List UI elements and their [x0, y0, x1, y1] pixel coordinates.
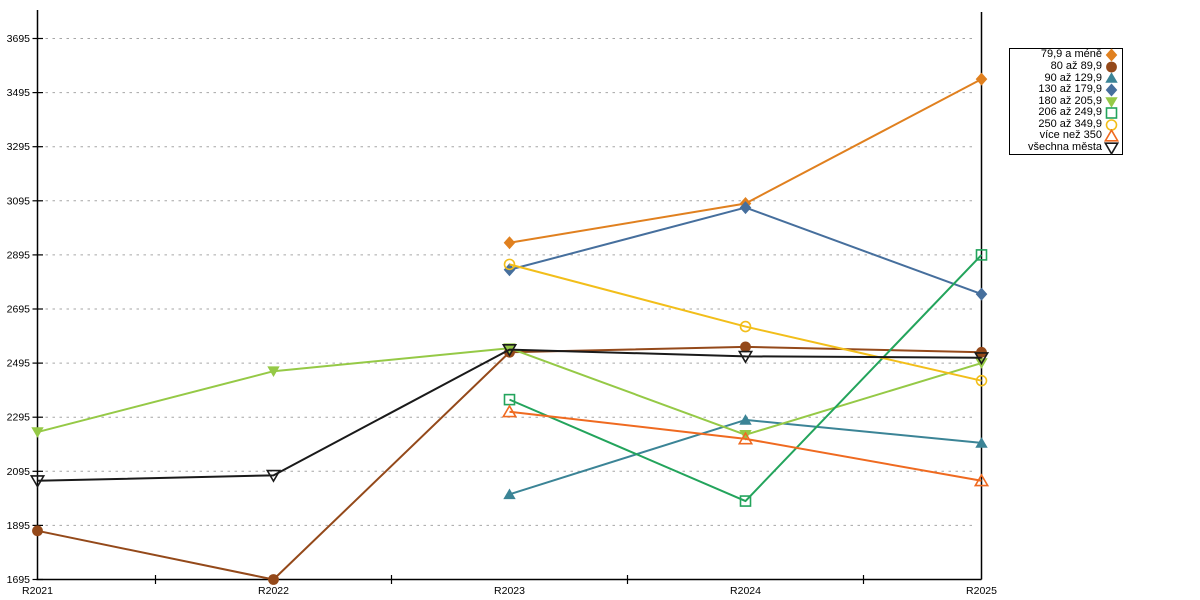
series-marker — [739, 495, 752, 507]
y-tick-label: 2095 — [7, 466, 31, 478]
series-line — [509, 263, 982, 382]
legend-marker-shape — [1105, 48, 1118, 62]
series-0 — [503, 72, 988, 250]
series-marker — [737, 350, 754, 364]
x-tick-label: R2025 — [966, 585, 997, 597]
legend-marker-icon — [1106, 61, 1117, 73]
legend-marker-icon — [1105, 83, 1118, 97]
legend-item: 90 až 129,9 — [1010, 71, 1119, 85]
series-1 — [32, 341, 987, 585]
series-line — [509, 254, 983, 503]
series-marker — [267, 366, 280, 378]
series-marker — [32, 525, 43, 537]
legend-marker-shape — [1106, 61, 1117, 73]
series-marker — [503, 488, 516, 500]
legend-marker-icon — [1104, 129, 1119, 142]
series-line — [509, 78, 982, 244]
legend-item-label: 130 až 179,9 — [1038, 83, 1102, 96]
legend-marker-icon — [1105, 72, 1118, 84]
series-marker — [975, 374, 988, 387]
series-marker — [265, 469, 282, 483]
series-line — [509, 206, 982, 296]
legend-item: 130 až 179,9 — [1010, 83, 1119, 97]
legend-item-label: 206 až 249,9 — [1038, 106, 1102, 119]
legend-marker-shape — [1104, 129, 1119, 142]
series-marker — [975, 72, 988, 86]
y-tick-label: 1695 — [7, 574, 31, 586]
legend-marker-icon — [1105, 48, 1118, 62]
y-tick-label: 2495 — [7, 358, 31, 370]
series-marker — [737, 431, 754, 445]
legend-item: 80 až 89,9 — [1010, 59, 1119, 73]
series-marker — [739, 201, 752, 215]
series-4 — [31, 343, 988, 441]
series-marker — [501, 404, 518, 418]
series-line — [37, 345, 982, 581]
y-tick-label: 3695 — [7, 33, 31, 45]
legend-marker-shape — [1104, 142, 1119, 155]
series-marker — [975, 249, 988, 261]
y-tick-label: 3295 — [7, 141, 31, 153]
legend-item: 79,9 a méně — [1010, 48, 1119, 62]
legend-marker-shape — [1105, 118, 1118, 131]
legend-item-label: více než 350 — [1039, 129, 1102, 142]
series-marker — [503, 236, 516, 250]
y-tick-label: 3095 — [7, 195, 31, 207]
series-marker — [975, 437, 988, 448]
legend-item-label: 180 až 205,9 — [1038, 94, 1102, 107]
legend-marker-icon — [1105, 96, 1118, 108]
legend-marker-icon — [1104, 142, 1119, 155]
legend-marker-shape — [1105, 72, 1118, 84]
series-7 — [501, 404, 990, 487]
series-marker — [501, 343, 518, 357]
legend-item-label: 250 až 349,9 — [1038, 117, 1102, 130]
series-marker — [975, 287, 988, 301]
series-2 — [503, 414, 988, 500]
y-tick-label: 1895 — [7, 520, 31, 532]
x-tick-label: R2021 — [22, 585, 53, 597]
y-tick-label: 2695 — [7, 304, 31, 316]
legend-marker-shape — [1105, 96, 1118, 108]
series-5 — [503, 249, 988, 507]
series-marker — [739, 414, 752, 425]
series-6 — [503, 258, 988, 387]
series-marker — [739, 429, 752, 441]
series-marker — [31, 427, 44, 438]
legend-marker-shape — [1105, 107, 1118, 119]
series-marker — [740, 341, 751, 353]
legend-item-label: 80 až 89,9 — [1050, 59, 1102, 72]
legend-item-label: 90 až 129,9 — [1044, 71, 1103, 84]
legend-item: 206 až 249,9 — [1010, 107, 1119, 119]
series-line — [509, 410, 982, 482]
series-marker — [268, 574, 279, 585]
legend: 79,9 a méně 80 až 89,9 90 až 129,9 130 až 1… — [1009, 48, 1123, 155]
legend-marker-icon — [1105, 107, 1118, 119]
series-8 — [29, 343, 990, 489]
series-3 — [503, 201, 988, 301]
legend-item-label: 79,9 a méně — [1040, 48, 1102, 61]
legend-item-label: všechna města — [1028, 141, 1102, 154]
series-marker — [739, 320, 752, 333]
x-tick-label: R2022 — [258, 585, 289, 597]
y-tick-label: 2895 — [7, 249, 31, 261]
y-tick-label: 2295 — [7, 412, 31, 424]
series-marker — [973, 352, 990, 366]
series-line — [37, 347, 982, 436]
series-marker — [973, 473, 990, 487]
series-marker — [29, 475, 46, 489]
x-tick-label: R2023 — [494, 585, 525, 597]
legend-item: 180 až 205,9 — [1010, 94, 1119, 108]
x-tick-label: R2024 — [730, 585, 761, 597]
series-marker — [503, 258, 516, 271]
legend-item: více než 350 — [1010, 129, 1119, 142]
series-line — [37, 348, 982, 482]
legend-item: všechna města — [1010, 141, 1119, 155]
legend-marker-shape — [1105, 83, 1118, 97]
y-tick-label: 3495 — [7, 87, 31, 99]
